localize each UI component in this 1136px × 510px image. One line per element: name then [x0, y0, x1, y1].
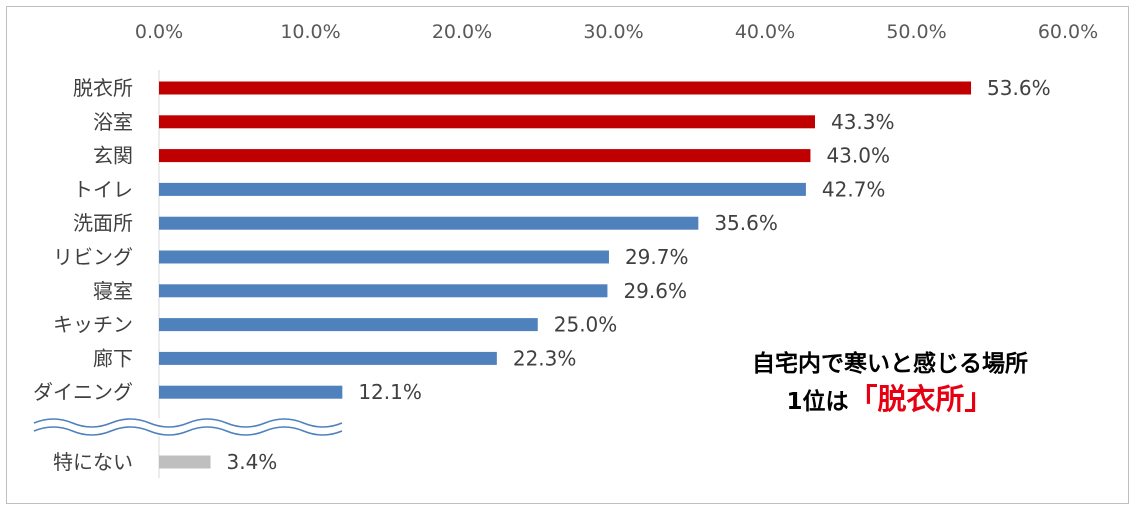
bar	[159, 182, 806, 196]
data-label: 29.7%	[625, 245, 689, 269]
x-tick-label: 30.0%	[583, 21, 643, 43]
x-tick-label: 50.0%	[886, 21, 946, 43]
x-tick-label: 60.0%	[1038, 21, 1098, 43]
bar	[159, 250, 609, 264]
callout-highlight: 「脱衣所」	[848, 382, 994, 416]
data-label: 22.3%	[513, 346, 577, 370]
bar	[159, 81, 972, 95]
category-label: 廊下	[93, 346, 133, 370]
category-label: 浴室	[93, 110, 133, 134]
bar	[159, 318, 538, 332]
bar	[159, 284, 608, 298]
data-label: 43.3%	[831, 110, 895, 134]
data-label-extra: 3.4%	[227, 450, 278, 474]
category-label-extra: 特にない	[53, 450, 133, 474]
data-label: 25.0%	[554, 313, 618, 337]
callout-text: 自宅内で寒いと感じる場所 1位は「脱衣所」	[690, 348, 1090, 421]
data-label: 43.0%	[826, 144, 890, 168]
bar	[159, 149, 811, 163]
data-label: 12.1%	[358, 380, 422, 404]
axis-break-line	[33, 418, 343, 428]
data-label: 53.6%	[987, 76, 1051, 100]
callout-line2: 1位は「脱衣所」	[690, 380, 1090, 421]
bar	[159, 385, 343, 399]
category-label: 脱衣所	[73, 76, 133, 100]
callout-line2-prefix: 1位は	[786, 389, 849, 415]
x-tick-label: 0.0%	[135, 21, 183, 43]
x-tick-label: 10.0%	[280, 21, 340, 43]
category-label: 洗面所	[73, 211, 133, 235]
category-label: ダイニング	[33, 380, 133, 404]
axis-break-line	[33, 426, 343, 436]
data-label: 35.6%	[714, 211, 778, 235]
bar-extra	[159, 455, 211, 469]
bar	[159, 216, 699, 230]
category-label: リビング	[53, 245, 133, 269]
bar	[159, 115, 815, 129]
category-label: 玄関	[93, 144, 133, 168]
data-label: 42.7%	[822, 177, 886, 201]
x-tick-label: 20.0%	[432, 21, 492, 43]
category-label: トイレ	[73, 177, 133, 201]
category-label: キッチン	[53, 313, 133, 337]
category-label: 寝室	[93, 279, 133, 303]
callout-line1: 自宅内で寒いと感じる場所	[752, 351, 1028, 377]
x-tick-label: 40.0%	[735, 21, 795, 43]
data-label: 29.6%	[623, 279, 687, 303]
bar	[159, 351, 497, 365]
